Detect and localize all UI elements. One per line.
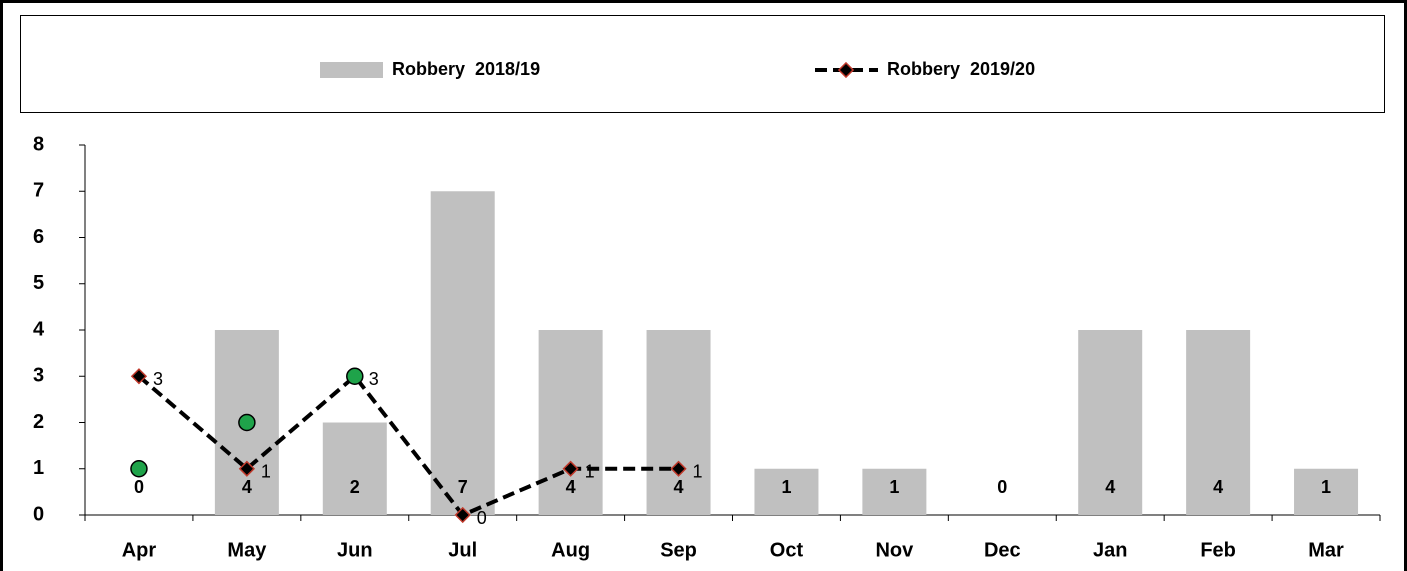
x-tick-label: Jun [337,539,373,561]
line [137,373,679,518]
dot [130,460,148,478]
bar [754,468,819,515]
dot [346,367,364,385]
bar-value-label: 4 [1105,477,1115,497]
y-tick-label: 2 [33,411,44,433]
line-value-label: 1 [585,462,595,482]
bar [1078,330,1143,515]
x-tick-label: Aug [551,539,590,561]
legend-label: Robbery 2018/19 [392,59,540,79]
bar [322,422,387,515]
dot [238,413,256,432]
bar [1294,468,1359,515]
bar-value-label: 4 [566,477,576,497]
bar-value-label: 2 [350,477,360,497]
bar-value-label: 1 [1321,477,1331,497]
x-tick-label: Mar [1308,539,1344,561]
y-tick-label: 7 [33,180,44,202]
line-marker [670,460,687,477]
x-tick-label: Jul [448,539,477,561]
legend-label: Robbery 2019/20 [887,59,1035,79]
y-tick-label: 8 [33,133,44,155]
line-value-label: 1 [693,462,703,482]
bar-value-label: 0 [134,477,144,497]
y-tick-label: 5 [33,272,44,294]
bar-value-label: 4 [1213,477,1223,497]
x-tick-label: Apr [122,539,157,561]
line-marker [562,460,579,477]
x-tick-label: Nov [875,539,914,561]
y-tick-label: 3 [33,365,44,387]
bar-value-label: 4 [674,477,684,497]
bar [430,191,495,515]
bar-value-label: 1 [781,477,791,497]
bar [646,330,711,515]
bar-value-label: 7 [458,477,468,497]
x-tick-label: Jan [1093,539,1127,561]
y-tick-label: 0 [33,503,44,525]
x-tick-label: Oct [770,539,804,561]
legend-marker [837,61,855,79]
x-tick-label: Sep [660,539,697,561]
bar-value-label: 0 [997,477,1007,497]
x-tick-label: Feb [1200,539,1236,561]
y-tick-label: 4 [33,318,45,340]
line-value-label: 3 [153,369,163,389]
y-tick-label: 6 [33,226,44,248]
line-value-label: 3 [369,369,379,389]
line-value-label: 1 [261,462,271,482]
y-tick-label: 1 [33,457,44,479]
bar [862,468,927,515]
bar-value-label: 4 [242,477,252,497]
legend-box [20,15,1385,113]
legend-swatch [320,62,383,78]
line-value-label: 0 [477,508,487,528]
line-marker [130,368,148,385]
x-tick-label: May [227,539,267,561]
x-tick-label: Dec [984,539,1021,561]
bar [1186,330,1251,515]
bar [538,330,603,515]
line-marker [454,506,471,524]
line-marker [238,460,256,477]
bar-value-label: 1 [889,477,899,497]
